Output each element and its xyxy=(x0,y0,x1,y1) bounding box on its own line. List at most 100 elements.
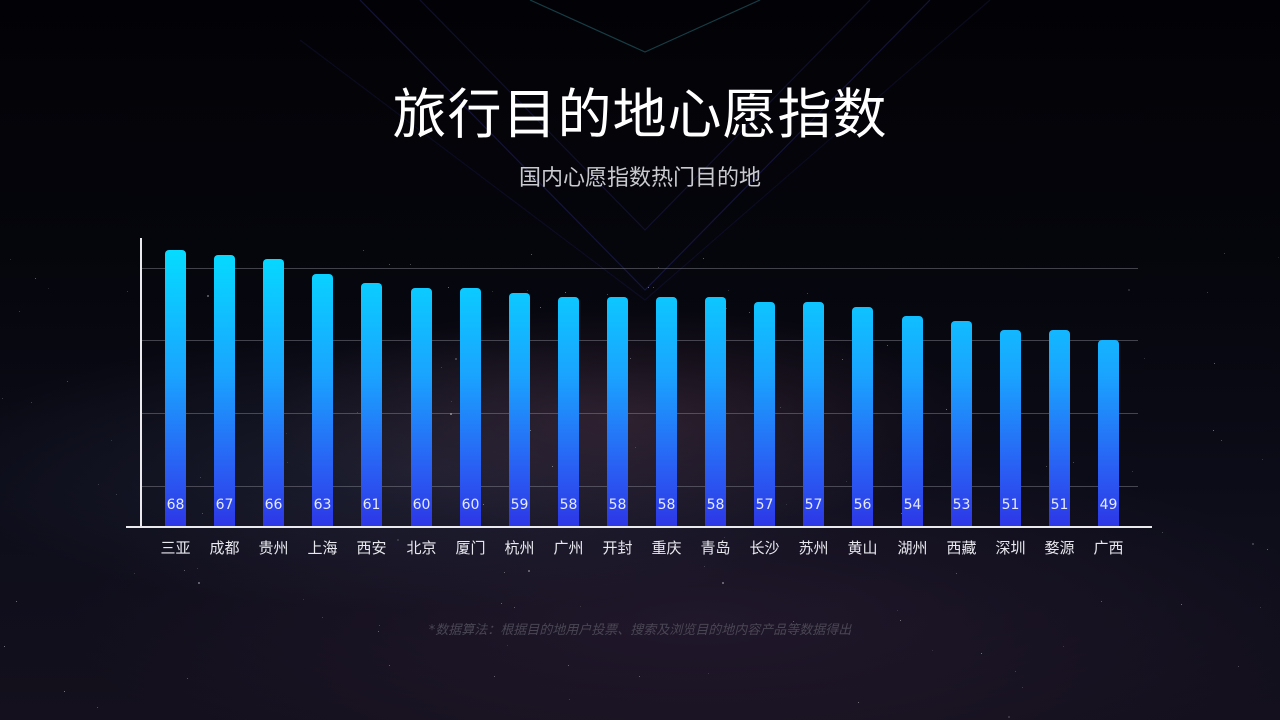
star xyxy=(648,287,649,288)
gridline xyxy=(140,268,1138,269)
x-axis-label: 三亚 xyxy=(160,539,191,557)
star xyxy=(450,413,452,415)
bar xyxy=(902,316,923,526)
gridline xyxy=(140,486,1138,487)
bar-value-label: 57 xyxy=(804,497,823,513)
bar xyxy=(1000,330,1021,526)
bar-value-label: 58 xyxy=(657,497,676,513)
star xyxy=(31,402,32,403)
star xyxy=(451,401,452,402)
star xyxy=(379,625,380,626)
star xyxy=(900,620,901,621)
star xyxy=(1267,549,1268,550)
star xyxy=(202,513,203,514)
bar xyxy=(852,307,873,526)
star xyxy=(1063,646,1064,647)
star xyxy=(1022,687,1023,688)
star xyxy=(565,292,566,293)
star xyxy=(568,665,569,666)
bar xyxy=(803,302,824,526)
bar xyxy=(165,250,186,526)
star xyxy=(1162,532,1163,533)
gridline xyxy=(140,413,1138,414)
bar-value-label: 63 xyxy=(313,497,332,513)
bar-value-label: 58 xyxy=(559,497,578,513)
data-method-footnote: *数据算法：根据目的地用户投票、搜索及浏览目的地内容产品等数据得出 xyxy=(428,623,852,638)
star xyxy=(4,646,5,647)
star xyxy=(1015,671,1016,672)
bar xyxy=(656,297,677,526)
star xyxy=(887,345,888,346)
star xyxy=(728,290,729,291)
star xyxy=(16,601,17,602)
star xyxy=(507,645,508,646)
star xyxy=(1252,543,1254,545)
star xyxy=(1101,601,1102,602)
star xyxy=(528,570,530,572)
bar xyxy=(312,274,333,526)
star xyxy=(580,606,581,607)
star xyxy=(527,290,528,291)
x-axis-label: 杭州 xyxy=(504,539,535,557)
bar-value-label: 54 xyxy=(903,497,922,513)
star xyxy=(552,466,553,467)
bar-value-label: 60 xyxy=(412,497,431,513)
x-axis xyxy=(126,526,1152,528)
star xyxy=(127,291,128,292)
star xyxy=(708,673,709,674)
star xyxy=(726,308,727,309)
bar xyxy=(607,297,628,526)
star xyxy=(1278,257,1279,258)
bar xyxy=(460,288,481,526)
star xyxy=(653,287,654,288)
star xyxy=(48,288,49,289)
bar xyxy=(1049,330,1070,526)
bar-value-label: 66 xyxy=(264,497,283,513)
star xyxy=(397,539,399,541)
star xyxy=(197,568,198,569)
bar-value-label: 67 xyxy=(215,497,234,513)
star xyxy=(111,440,112,441)
star xyxy=(946,409,947,410)
x-axis-label: 黄山 xyxy=(847,539,878,557)
star xyxy=(1260,607,1261,608)
star xyxy=(846,481,847,482)
star xyxy=(303,599,304,600)
star xyxy=(19,311,20,312)
bar-value-label: 61 xyxy=(362,497,381,513)
x-axis-label: 上海 xyxy=(307,539,338,557)
page-title: 旅行目的地心愿指数 xyxy=(392,83,888,146)
star xyxy=(569,699,570,700)
bar xyxy=(509,293,530,526)
star xyxy=(540,307,541,308)
star xyxy=(786,504,787,505)
gridline xyxy=(140,340,1138,341)
bar-value-label: 57 xyxy=(755,497,774,513)
star xyxy=(322,617,323,618)
y-axis xyxy=(140,238,142,527)
x-axis-label: 深圳 xyxy=(995,539,1026,557)
star xyxy=(441,367,442,368)
star xyxy=(1238,666,1239,667)
star xyxy=(658,267,659,268)
star xyxy=(1073,462,1074,463)
x-axis-label: 重庆 xyxy=(651,539,682,557)
star xyxy=(287,462,288,463)
star xyxy=(897,610,898,611)
star xyxy=(749,312,750,313)
bar xyxy=(1098,340,1119,526)
star xyxy=(134,573,135,574)
bar-value-label: 68 xyxy=(166,497,185,513)
x-axis-label: 贵州 xyxy=(258,539,289,557)
star xyxy=(389,264,390,265)
star xyxy=(858,702,859,703)
bar-value-label: 53 xyxy=(952,497,971,513)
x-axis-label: 湖州 xyxy=(897,539,928,557)
x-axis-label: 厦门 xyxy=(455,539,486,557)
bar xyxy=(951,321,972,526)
star xyxy=(722,582,724,584)
page-subtitle: 国内心愿指数热门目的地 xyxy=(518,166,761,191)
x-axis-label: 青岛 xyxy=(700,539,731,557)
star xyxy=(981,653,982,654)
star xyxy=(607,294,608,295)
